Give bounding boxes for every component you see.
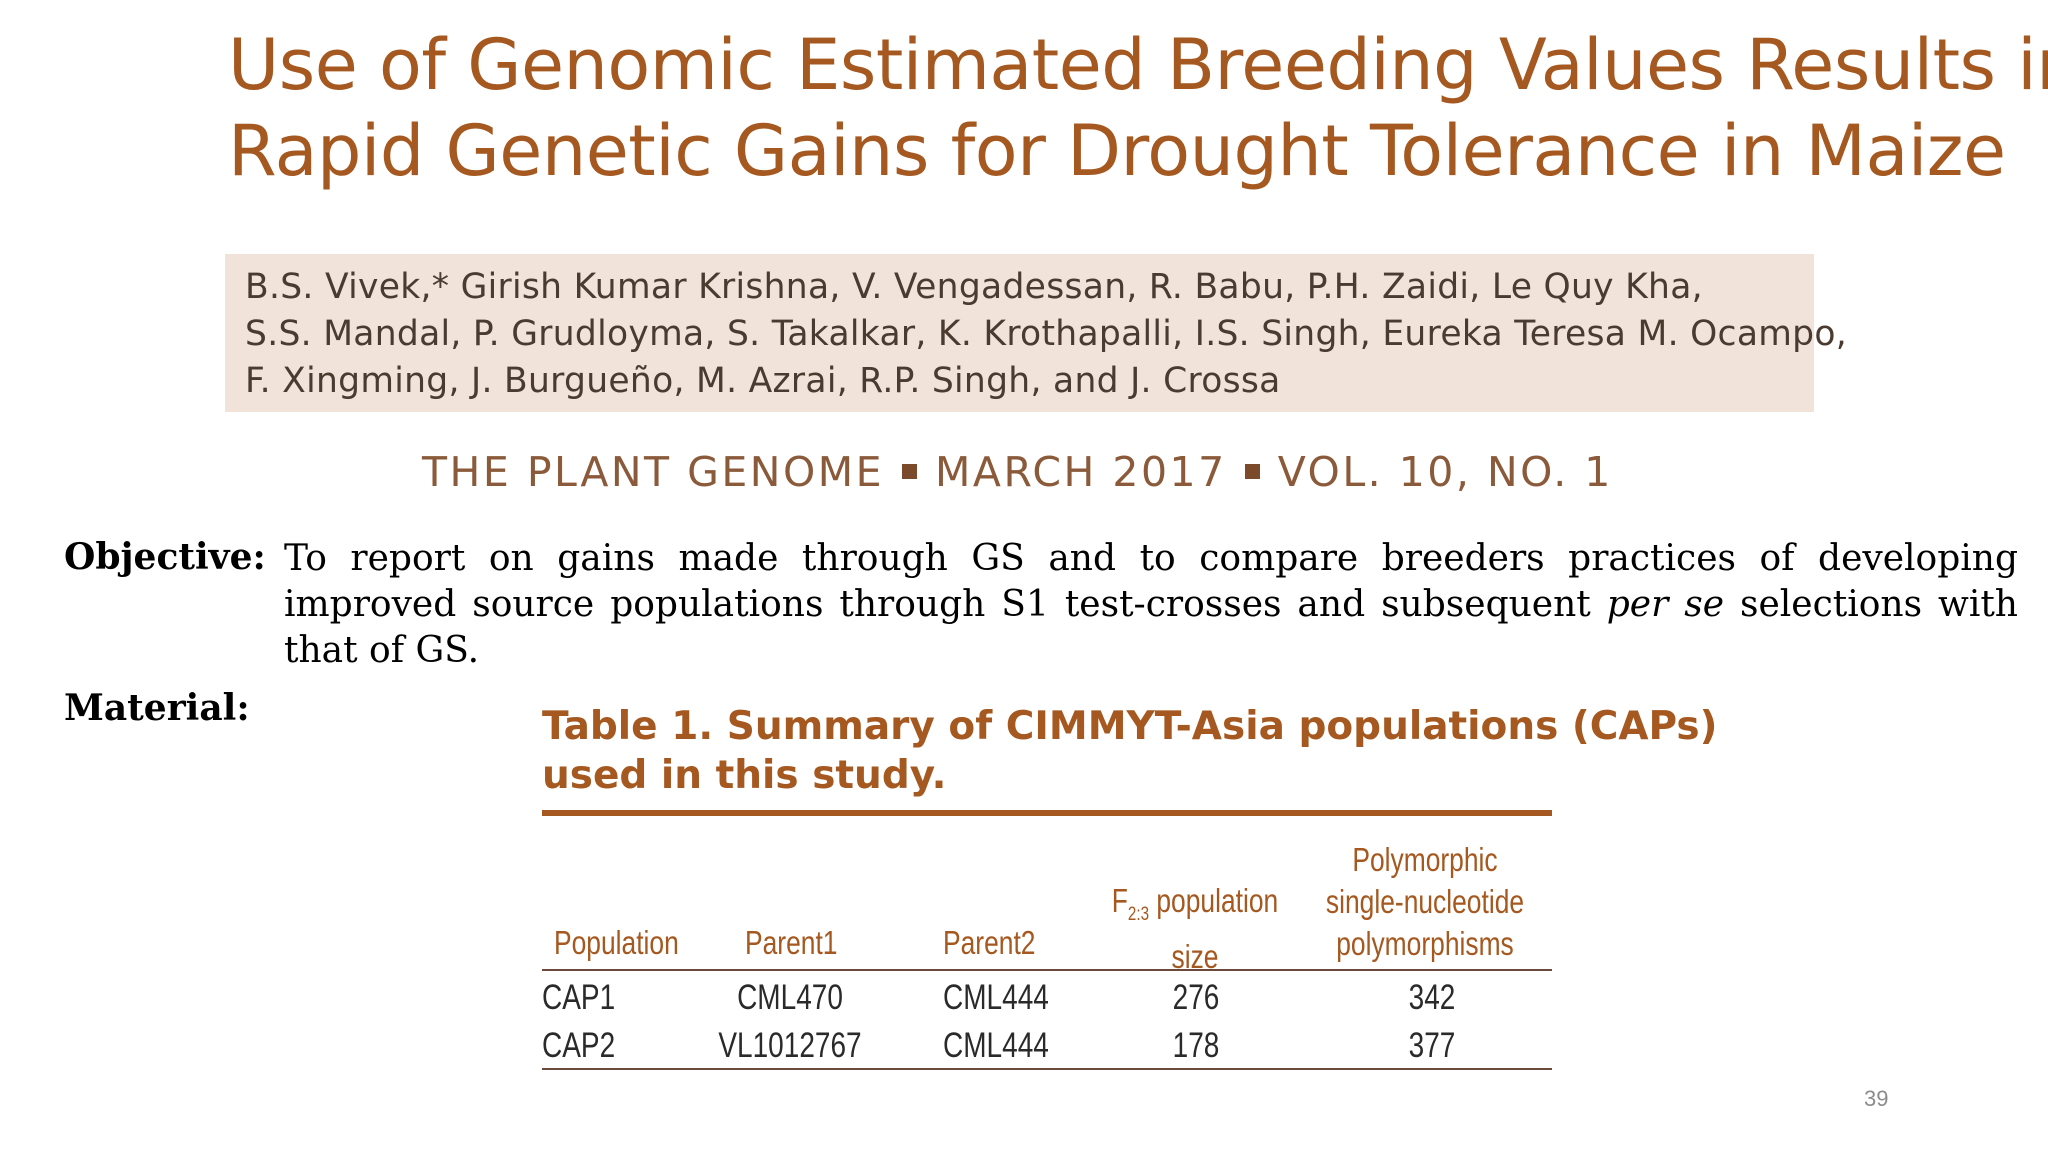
article-title-line-2: Rapid Genetic Gains for Drought Toleranc… (228, 110, 2006, 192)
header-parent2: Parent2 (943, 924, 1036, 961)
journal-citation: THE PLANT GENOME MARCH 2017 VOL. 10, NO. 1 (422, 448, 1622, 496)
header-snps-line-1: Polymorphic (1352, 841, 1498, 878)
objective-text-italic: per se (1606, 584, 1725, 625)
table-top-rule (542, 810, 1552, 816)
square-separator-icon (1244, 463, 1260, 479)
row-1-snps: 342 (1408, 978, 1456, 1017)
author-line-1: B.S. Vivek,* Girish Kumar Krishna, V. Ve… (245, 267, 1703, 307)
row-1-parent2: CML444 (943, 978, 1049, 1017)
square-separator-icon (902, 463, 918, 479)
table-title-line-2: used in this study. (542, 753, 947, 798)
article-title-line-1: Use of Genomic Estimated Breeding Values… (228, 24, 2048, 106)
objective-text: To report on gains made through GS and t… (284, 536, 2018, 674)
row-2-parent1: VL1012767 (718, 1026, 862, 1065)
table-title-line-1: Table 1. Summary of CIMMYT-Asia populati… (542, 704, 1718, 749)
header-parent1: Parent1 (745, 924, 838, 961)
table-title: Table 1. Summary of CIMMYT-Asia populati… (542, 702, 1718, 800)
table-bottom-rule (542, 1068, 1552, 1070)
page-number: 39 (1864, 1086, 1889, 1111)
row-1-parent1: CML470 (737, 978, 843, 1017)
material-label: Material: (64, 687, 250, 729)
table-header-rule (542, 969, 1552, 971)
row-2-population: CAP2 (542, 1026, 616, 1065)
header-population: Population (554, 924, 679, 961)
header-snps: Polymorphic single-nucleotide polymorphi… (1317, 839, 1533, 965)
row-2-size: 178 (1172, 1026, 1220, 1065)
objective-text-end: selections with that of GS. (284, 584, 2018, 671)
objective-text-main: To report on gains made through GS and t… (284, 538, 2018, 625)
header-f-subscript: 2:3 (1127, 904, 1150, 925)
objective-label: Objective: (64, 536, 266, 578)
header-population-size: F2:3 population size (1103, 880, 1287, 978)
header-f-letter: F (1111, 882, 1128, 919)
author-list: B.S. Vivek,* Girish Kumar Krishna, V. Ve… (225, 254, 1848, 412)
header-size-word: size (1171, 938, 1219, 975)
author-line-2: S.S. Mandal, P. Grudloyma, S. Takalkar, … (245, 314, 1848, 354)
author-line-3: F. Xingming, J. Burgueño, M. Azrai, R.P.… (245, 361, 1281, 401)
row-1-population: CAP1 (542, 978, 616, 1017)
journal-volume: VOL. 10, NO. 1 (1277, 448, 1613, 496)
journal-name: THE PLANT GENOME (422, 448, 885, 496)
header-snps-line-3: polymorphisms (1336, 925, 1514, 962)
header-snps-line-2: single-nucleotide (1325, 883, 1525, 920)
row-2-parent2: CML444 (943, 1026, 1049, 1065)
header-population-size-line-1: F2:3 population (1103, 880, 1287, 936)
row-2-snps: 377 (1408, 1026, 1456, 1065)
journal-date: MARCH 2017 (935, 448, 1227, 496)
header-population-word: population (1149, 882, 1279, 919)
row-1-size: 276 (1172, 978, 1220, 1017)
article-title: Use of Genomic Estimated Breeding Values… (228, 22, 2048, 194)
